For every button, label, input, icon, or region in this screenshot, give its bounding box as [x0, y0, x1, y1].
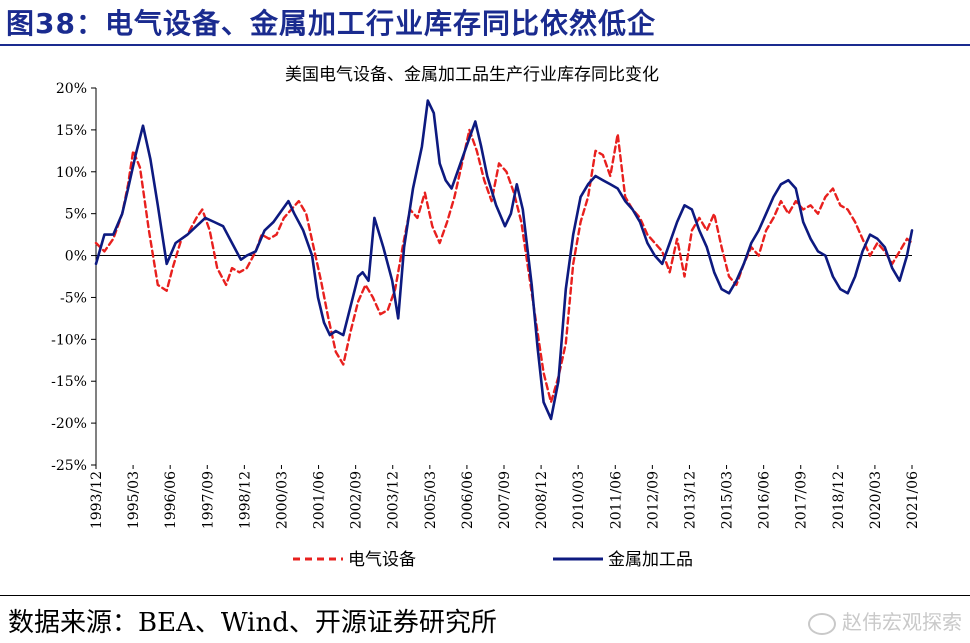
x-tick-label: 2007/09: [497, 471, 513, 529]
legend-label-metal: 金属加工品: [608, 550, 693, 570]
x-tick-label: 2011/06: [608, 471, 624, 529]
series-lines: [94, 99, 914, 421]
x-tick-label: 2021/06: [905, 471, 921, 529]
y-tick-label: 10%: [56, 165, 87, 181]
y-tick-label: 0%: [65, 249, 87, 265]
x-tick-label: 2010/03: [571, 471, 587, 529]
y-tick-label: -5%: [60, 290, 87, 306]
figure-header: 图38：电气设备、金属加工行业库存同比依然低企: [0, 0, 970, 46]
x-tick-label: 2001/06: [312, 471, 328, 529]
x-tick-label: 2003/12: [386, 471, 402, 529]
title-rule: [0, 44, 970, 46]
x-tick-label: 1996/06: [163, 471, 179, 529]
x-tick-label: 2002/09: [349, 471, 365, 529]
y-tick-label: -20%: [51, 416, 87, 432]
y-tick-label: -10%: [51, 332, 87, 348]
y-tick-label: -25%: [51, 458, 87, 474]
source-footer: 数据来源：BEA、Wind、开源证券研究所 赵伟宏观探索: [0, 595, 970, 643]
x-tick-label: 2008/12: [534, 471, 550, 529]
wechat-icon: [808, 612, 836, 635]
x-tick-label: 2006/06: [460, 471, 476, 529]
x-tick-label: 2016/06: [757, 471, 773, 529]
x-tick-label: 2012/09: [645, 471, 661, 529]
y-tick-label: 15%: [56, 123, 87, 139]
watermark-text: 赵伟宏观探索: [842, 610, 962, 634]
x-tick-label: 2013/12: [682, 471, 698, 529]
source-note: 数据来源：BEA、Wind、开源证券研究所: [8, 608, 497, 638]
legend: 电气设备 金属加工品: [293, 550, 693, 570]
x-tick-label: 2000/03: [274, 471, 290, 529]
x-tick-label: 1993/12: [89, 471, 105, 529]
x-tick-label: 2017/09: [794, 471, 810, 529]
chart-title: 美国电气设备、金属加工品生产行业库存同比变化: [285, 65, 659, 85]
series-line-electrical: [94, 128, 914, 404]
x-tick-label: 1998/12: [237, 471, 253, 529]
x-tick-label: 2018/12: [831, 471, 847, 529]
y-tick-label: -15%: [51, 374, 87, 390]
y-tick-label: 5%: [65, 207, 87, 223]
x-tick-label: 1997/09: [200, 471, 216, 529]
legend-label-electrical: 电气设备: [348, 550, 416, 570]
series-line-metal: [94, 99, 914, 421]
x-tick-label: 1995/03: [126, 471, 142, 529]
watermark: 赵伟宏观探索: [808, 606, 962, 635]
y-tick-label: 20%: [56, 81, 87, 97]
x-tick-label: 2005/03: [423, 471, 439, 529]
x-tick-label: 2020/03: [868, 471, 884, 529]
figure-title: 图38：电气设备、金属加工行业库存同比依然低企: [6, 7, 656, 40]
line-chart: 美国电气设备、金属加工品生产行业库存同比变化 -25%-20%-15%-10%-…: [51, 65, 921, 570]
x-tick-label: 2015/03: [720, 471, 736, 529]
axes: -25% -20% -15% -10% -5% 0% 5% 10% 15% 20% 1993/12 1…: [51, 81, 921, 529]
